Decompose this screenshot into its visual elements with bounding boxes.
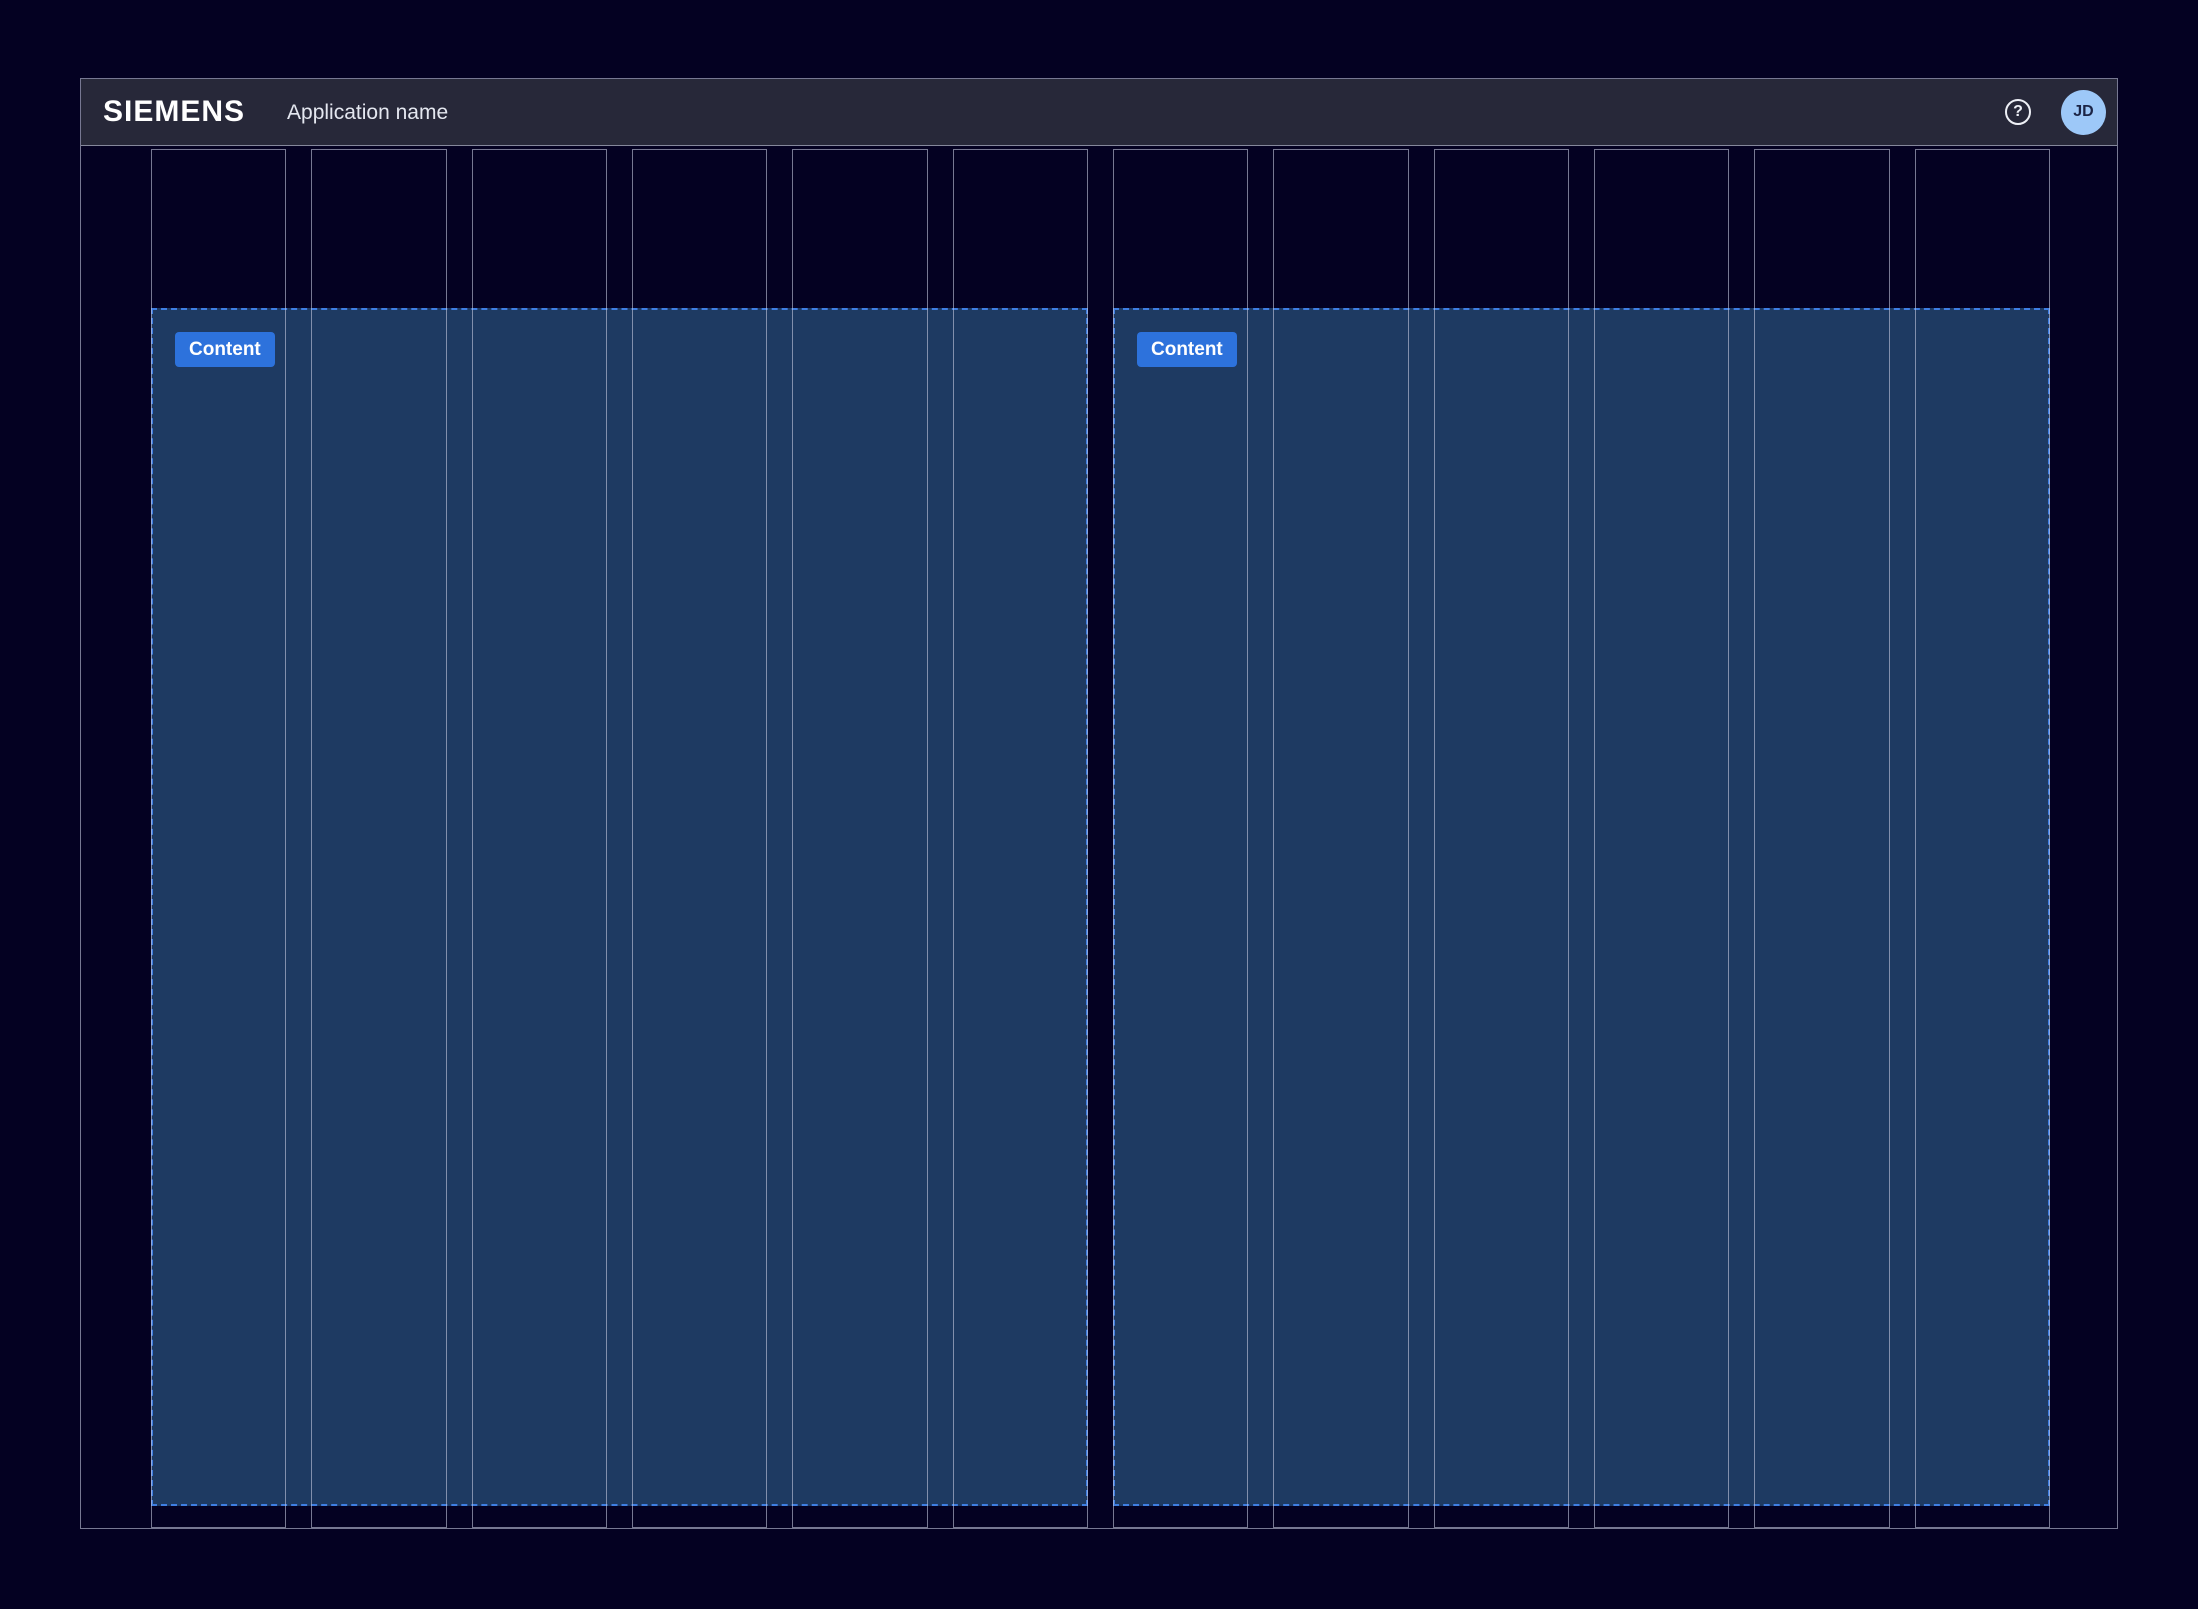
content-block: Content <box>151 308 1088 1506</box>
app-header: SIEMENS Application name ? JD <box>81 79 2117 146</box>
grid-column <box>151 149 287 1528</box>
content-badge: Content <box>1137 332 1237 367</box>
grid-column <box>952 149 1088 1528</box>
app-name-title: Application name <box>287 100 449 124</box>
app-window: SIEMENS Application name ? JD Content Con… <box>80 78 2118 1529</box>
grid-column <box>1433 149 1569 1528</box>
grid-column <box>631 149 768 1528</box>
grid-column <box>1273 149 1409 1528</box>
grid-column <box>792 149 928 1528</box>
content-badge: Content <box>175 332 275 367</box>
user-avatar[interactable]: JD <box>2061 89 2106 135</box>
grid-column <box>1112 149 1249 1528</box>
siemens-logo: SIEMENS <box>103 95 246 128</box>
grid-column <box>1754 149 1890 1528</box>
help-icon[interactable]: ? <box>2005 99 2031 125</box>
grid-column <box>1914 149 2050 1528</box>
grid-column <box>311 149 447 1528</box>
grid-column <box>1593 149 1730 1528</box>
grid-columns <box>151 149 2050 1528</box>
header-actions: ? JD <box>2005 89 2106 135</box>
grid-column <box>471 149 607 1528</box>
layout-grid: Content Content <box>151 149 2050 1528</box>
